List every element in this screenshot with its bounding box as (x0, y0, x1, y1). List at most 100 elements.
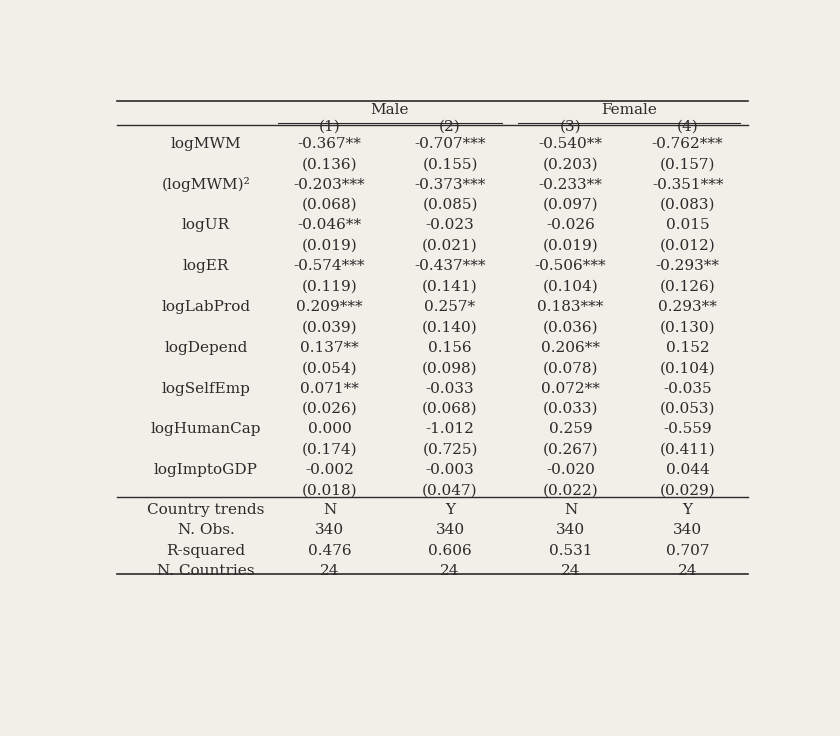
Text: -0.033: -0.033 (426, 382, 475, 396)
Text: 24: 24 (320, 564, 339, 578)
Text: (0.036): (0.036) (543, 320, 598, 334)
Text: -0.351***: -0.351*** (652, 177, 723, 191)
Text: (0.174): (0.174) (302, 443, 357, 457)
Text: Y: Y (683, 503, 693, 517)
Text: (0.126): (0.126) (659, 280, 716, 294)
Text: 0.259: 0.259 (549, 422, 592, 436)
Text: (0.083): (0.083) (660, 198, 716, 212)
Text: -1.012: -1.012 (426, 422, 475, 436)
Text: 0.257*: 0.257* (424, 300, 475, 314)
Text: -0.046**: -0.046** (297, 219, 362, 233)
Text: logSelfEmp: logSelfEmp (161, 382, 250, 396)
Text: 0.072**: 0.072** (541, 382, 600, 396)
Text: 24: 24 (440, 564, 459, 578)
Text: logLabProd: logLabProd (161, 300, 250, 314)
Text: 24: 24 (678, 564, 697, 578)
Text: (0.203): (0.203) (543, 158, 598, 171)
Text: 0.137**: 0.137** (300, 341, 359, 355)
Text: (0.104): (0.104) (543, 280, 598, 294)
Text: -0.233**: -0.233** (538, 177, 602, 191)
Text: 340: 340 (556, 523, 585, 537)
Text: Y: Y (445, 503, 455, 517)
Text: Country trends: Country trends (147, 503, 265, 517)
Text: 340: 340 (315, 523, 344, 537)
Text: -0.540**: -0.540** (538, 137, 602, 151)
Text: (0.157): (0.157) (660, 158, 716, 171)
Text: (0.012): (0.012) (659, 239, 716, 253)
Text: 24: 24 (561, 564, 580, 578)
Text: -0.367**: -0.367** (297, 137, 361, 151)
Text: (0.026): (0.026) (302, 402, 358, 416)
Text: 0.156: 0.156 (428, 341, 472, 355)
Text: (0.085): (0.085) (423, 198, 478, 212)
Text: (0.021): (0.021) (423, 239, 478, 253)
Text: (0.039): (0.039) (302, 320, 357, 334)
Text: 0.531: 0.531 (549, 544, 592, 558)
Text: R-squared: R-squared (166, 544, 245, 558)
Text: 0.707: 0.707 (666, 544, 710, 558)
Text: 0.152: 0.152 (666, 341, 710, 355)
Text: (4): (4) (677, 119, 699, 133)
Text: (0.019): (0.019) (302, 239, 358, 253)
Text: (0.047): (0.047) (423, 484, 478, 498)
Text: (2): (2) (439, 119, 461, 133)
Text: logHumanCap: logHumanCap (150, 422, 261, 436)
Text: (0.054): (0.054) (302, 361, 357, 375)
Text: -0.023: -0.023 (426, 219, 475, 233)
Text: -0.002: -0.002 (305, 463, 354, 477)
Text: -0.373***: -0.373*** (414, 177, 486, 191)
Text: 0.071**: 0.071** (300, 382, 359, 396)
Text: -0.035: -0.035 (664, 382, 712, 396)
Text: logUR: logUR (181, 219, 230, 233)
Text: (0.053): (0.053) (660, 402, 716, 416)
Text: Female: Female (601, 103, 657, 117)
Text: logImptoGDP: logImptoGDP (154, 463, 258, 477)
Text: (0.068): (0.068) (423, 402, 478, 416)
Text: 340: 340 (673, 523, 702, 537)
Text: (0.119): (0.119) (302, 280, 358, 294)
Text: 0.206**: 0.206** (541, 341, 600, 355)
Text: (0.136): (0.136) (302, 158, 357, 171)
Text: 0.606: 0.606 (428, 544, 472, 558)
Text: -0.762***: -0.762*** (652, 137, 723, 151)
Text: -0.437***: -0.437*** (414, 259, 486, 273)
Text: -0.506***: -0.506*** (534, 259, 606, 273)
Text: (0.033): (0.033) (543, 402, 598, 416)
Text: 0.044: 0.044 (666, 463, 710, 477)
Text: -0.026: -0.026 (546, 219, 595, 233)
Text: logDepend: logDepend (164, 341, 248, 355)
Text: (0.140): (0.140) (423, 320, 478, 334)
Text: (0.130): (0.130) (660, 320, 716, 334)
Text: 0.000: 0.000 (307, 422, 351, 436)
Text: (0.267): (0.267) (543, 443, 598, 457)
Text: 0.476: 0.476 (307, 544, 351, 558)
Text: -0.003: -0.003 (426, 463, 475, 477)
Text: (1): (1) (318, 119, 340, 133)
Text: (0.141): (0.141) (423, 280, 478, 294)
Text: (0.018): (0.018) (302, 484, 357, 498)
Text: -0.574***: -0.574*** (294, 259, 365, 273)
Text: (0.155): (0.155) (423, 158, 478, 171)
Text: (0.098): (0.098) (423, 361, 478, 375)
Text: 0.015: 0.015 (666, 219, 710, 233)
Text: (logMWM)²: (logMWM)² (161, 177, 250, 192)
Text: -0.293**: -0.293** (656, 259, 720, 273)
Text: 0.209***: 0.209*** (297, 300, 363, 314)
Text: N: N (323, 503, 336, 517)
Text: (0.104): (0.104) (659, 361, 716, 375)
Text: 0.293**: 0.293** (659, 300, 717, 314)
Text: 340: 340 (435, 523, 465, 537)
Text: logER: logER (183, 259, 229, 273)
Text: (0.068): (0.068) (302, 198, 357, 212)
Text: N: N (564, 503, 577, 517)
Text: N. Obs.: N. Obs. (177, 523, 234, 537)
Text: -0.707***: -0.707*** (414, 137, 486, 151)
Text: -0.020: -0.020 (546, 463, 595, 477)
Text: (0.019): (0.019) (543, 239, 598, 253)
Text: -0.559: -0.559 (664, 422, 712, 436)
Text: -0.203***: -0.203*** (294, 177, 365, 191)
Text: (0.411): (0.411) (659, 443, 716, 457)
Text: logMWM: logMWM (171, 137, 241, 151)
Text: (0.725): (0.725) (423, 443, 478, 457)
Text: N. Countries: N. Countries (157, 564, 255, 578)
